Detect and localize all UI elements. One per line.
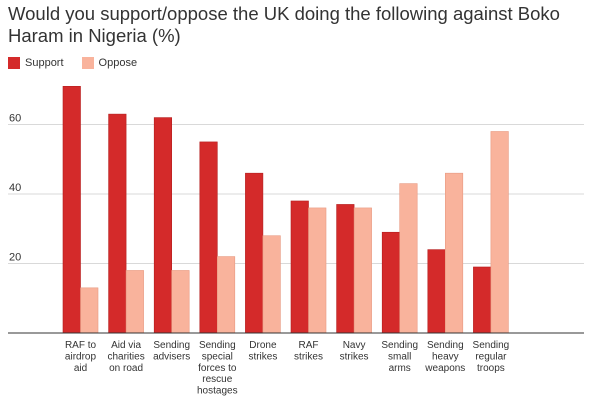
bar-support (427, 249, 446, 334)
bar-support (245, 172, 264, 334)
y-tick-label: 20 (9, 252, 21, 264)
bar-oppose (217, 256, 236, 334)
x-tick-label: RAF strikes (294, 340, 323, 362)
x-tick-label: Navy strikes (340, 340, 369, 362)
legend-label-oppose: Oppose (98, 57, 138, 69)
legend-label-support: Support (25, 57, 64, 69)
bar-support (108, 113, 127, 334)
legend: Support Oppose (8, 56, 155, 70)
x-tick-label: Sending regular troops (473, 340, 510, 374)
bar-support (290, 200, 309, 334)
bar-oppose (308, 207, 327, 334)
y-tick-label: 40 (9, 182, 21, 194)
bar-oppose (171, 270, 190, 334)
bar-support (381, 231, 401, 334)
bar-oppose (80, 287, 99, 334)
bar-oppose (125, 270, 144, 334)
bar-oppose (444, 172, 464, 334)
bar-oppose (353, 207, 372, 334)
x-tick-label: Sending advisers (153, 340, 190, 362)
bar-support (153, 117, 172, 334)
legend-swatch-oppose (81, 57, 94, 69)
x-tick-label: Sending small arms (381, 340, 418, 374)
bar-support (336, 204, 355, 334)
legend-item-support: Support (8, 57, 64, 69)
chart-title: Would you support/oppose the UK doing th… (8, 3, 560, 46)
x-tick-label: Drone strikes (248, 340, 277, 362)
bar-support (62, 86, 81, 334)
bar-support (473, 266, 492, 334)
x-tick-label: Sending heavy weapons (424, 340, 465, 374)
x-tick-label: RAF to airdrop aid (65, 340, 97, 374)
x-tick-label: Sending special forces to rescue hostages (197, 340, 238, 397)
bar-support (199, 141, 218, 334)
x-tick-label: Aid via charities on road (107, 340, 144, 374)
y-tick-label: 60 (9, 113, 21, 125)
legend-item-oppose: Oppose (81, 57, 138, 69)
legend-swatch-support (8, 57, 20, 69)
bar-oppose (399, 183, 418, 334)
bar-oppose (262, 235, 281, 334)
bar-oppose (490, 131, 509, 334)
